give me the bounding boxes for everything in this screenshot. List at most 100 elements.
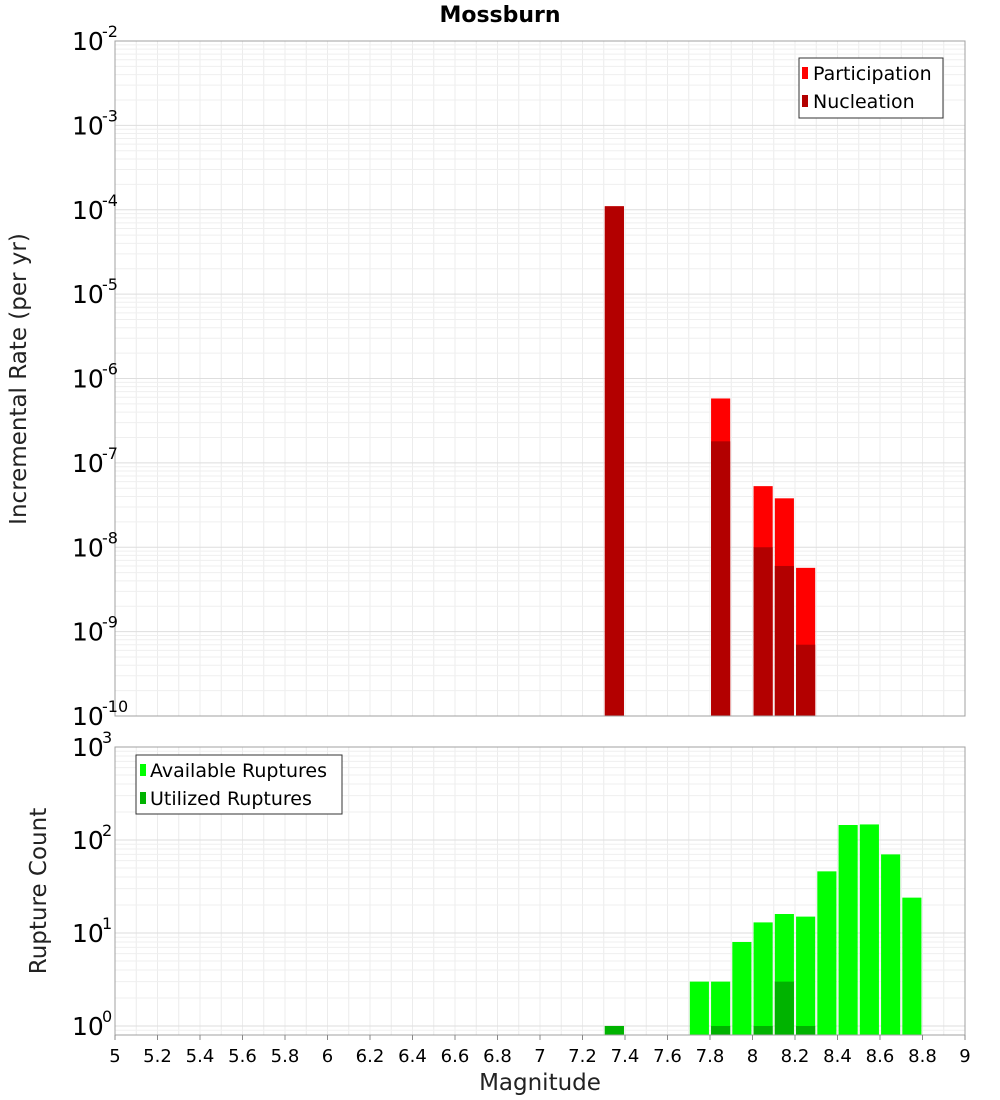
y-tick-base: 10: [72, 733, 104, 762]
y-tick-exponent: 2: [102, 821, 112, 840]
rate-plot-frame: [114, 40, 966, 717]
available-ruptures-bar: [753, 922, 773, 1035]
y-tick-label: 10-8: [72, 528, 118, 562]
available-ruptures-bar: [838, 824, 858, 1035]
nucleation-legend-swatch: [802, 95, 808, 107]
nucleation-legend-label: Nucleation: [813, 91, 915, 113]
available-legend-swatch: [140, 764, 146, 776]
x-tick-label: 8.2: [781, 1046, 810, 1067]
available-legend-label: Available Ruptures: [150, 760, 327, 782]
y-tick-base: 10: [72, 27, 104, 56]
y-tick-exponent: -8: [102, 528, 118, 547]
x-tick-label: 5.6: [228, 1046, 257, 1067]
x-tick-label: 7.8: [696, 1046, 725, 1067]
y-tick-label: 10-7: [72, 444, 118, 478]
x-tick-label: 6.2: [356, 1046, 385, 1067]
x-tick-label: 6.8: [483, 1046, 512, 1067]
y-tick-base: 10: [72, 618, 104, 647]
y-tick-exponent: -10: [102, 697, 128, 716]
y-tick-base: 10: [72, 196, 104, 225]
y-tick-base: 10: [72, 919, 104, 948]
chart-title: Mossburn: [439, 3, 560, 28]
x-tick-label: 5: [109, 1046, 120, 1067]
nucleation-bar: [774, 565, 794, 716]
count-legend-box: [135, 754, 343, 815]
rate-legend-box: [798, 57, 944, 119]
x-tick-label: 8.4: [823, 1046, 852, 1067]
x-tick-label: 6.6: [441, 1046, 470, 1067]
participation-legend-swatch: [802, 67, 808, 79]
available-ruptures-bar: [902, 897, 922, 1035]
x-tick-label: 6: [322, 1046, 333, 1067]
available-ruptures-bar: [859, 824, 879, 1035]
utilized-ruptures-bar: [796, 1025, 816, 1035]
count-legend: Available Ruptures Utilized Ruptures: [135, 754, 343, 815]
y-tick-exponent: 0: [102, 1007, 112, 1026]
nucleation-bar: [711, 441, 731, 716]
x-tick-label: 5.2: [143, 1046, 172, 1067]
y-tick-base: 10: [72, 826, 104, 855]
x-tick-label: 7.6: [653, 1046, 682, 1067]
count-y-axis-label: Rupture Count: [26, 808, 52, 974]
count-bars: [604, 824, 922, 1035]
y-tick-label: 10-9: [72, 613, 118, 647]
x-axis-label: Magnitude: [479, 1070, 601, 1096]
y-tick-label: 102: [72, 821, 112, 855]
nucleation-bar: [604, 206, 624, 716]
available-ruptures-bar: [689, 981, 709, 1035]
utilized-ruptures-bar: [711, 1025, 731, 1035]
available-ruptures-bar: [732, 942, 752, 1035]
utilized-ruptures-bar: [774, 981, 794, 1035]
y-tick-exponent: -3: [102, 106, 118, 125]
y-tick-label: 103: [72, 728, 112, 762]
rate-legend: Participation Nucleation: [798, 57, 944, 119]
y-tick-label: 10-5: [72, 275, 118, 309]
x-tick-label: 6.4: [398, 1046, 427, 1067]
rate-bars: [604, 206, 816, 716]
y-tick-label: 10-4: [72, 191, 118, 225]
y-tick-base: 10: [72, 111, 104, 140]
x-tick-label: 5.4: [186, 1046, 215, 1067]
y-tick-base: 10: [72, 449, 104, 478]
available-ruptures-bar: [881, 854, 901, 1035]
x-tick-label: 8.6: [866, 1046, 895, 1067]
rate-panel: 10-210-310-410-510-610-710-810-910-10 In…: [6, 22, 966, 731]
y-tick-exponent: 1: [102, 914, 112, 933]
rate-y-axis-label: Incremental Rate (per yr): [6, 233, 32, 525]
available-ruptures-bar: [711, 981, 731, 1035]
y-tick-exponent: -7: [102, 444, 118, 463]
x-tick-label: 7.2: [568, 1046, 597, 1067]
rate-y-ticks: 10-210-310-410-510-610-710-810-910-10: [72, 22, 128, 731]
y-tick-base: 10: [72, 280, 104, 309]
nucleation-bar: [753, 547, 773, 716]
available-ruptures-bar: [817, 871, 837, 1035]
x-tick-label: 7.4: [611, 1046, 640, 1067]
y-tick-label: 10-2: [72, 22, 118, 56]
x-tick-label: 7: [534, 1046, 545, 1067]
y-tick-exponent: -4: [102, 191, 118, 210]
y-tick-base: 10: [72, 365, 104, 394]
y-tick-label: 10-3: [72, 106, 118, 140]
rate-grid: [114, 41, 966, 717]
participation-legend-label: Participation: [813, 63, 932, 85]
magnitude-x-ticks: 5 5.2 5.4 5.6 5.8 6 6.2 6.4 6.6 6.8 7 7.2 7.4 7.6 7.8 8…: [109, 1035, 971, 1067]
utilized-ruptures-bar: [604, 1025, 624, 1035]
y-tick-exponent: 3: [102, 728, 112, 747]
y-tick-label: 100: [72, 1007, 112, 1041]
y-tick-exponent: -9: [102, 613, 118, 632]
x-tick-label: 5.8: [271, 1046, 300, 1067]
y-tick-base: 10: [72, 533, 104, 562]
x-tick-label: 8: [747, 1046, 758, 1067]
y-tick-label: 101: [72, 914, 112, 948]
y-tick-exponent: -5: [102, 275, 118, 294]
nucleation-bar: [796, 644, 816, 716]
y-tick-base: 10: [72, 702, 104, 731]
y-tick-exponent: -2: [102, 22, 118, 41]
y-tick-label: 10-10: [72, 697, 128, 731]
utilized-legend-label: Utilized Ruptures: [150, 788, 312, 810]
x-tick-label: 9: [959, 1046, 970, 1067]
utilized-ruptures-bar: [753, 1025, 773, 1035]
